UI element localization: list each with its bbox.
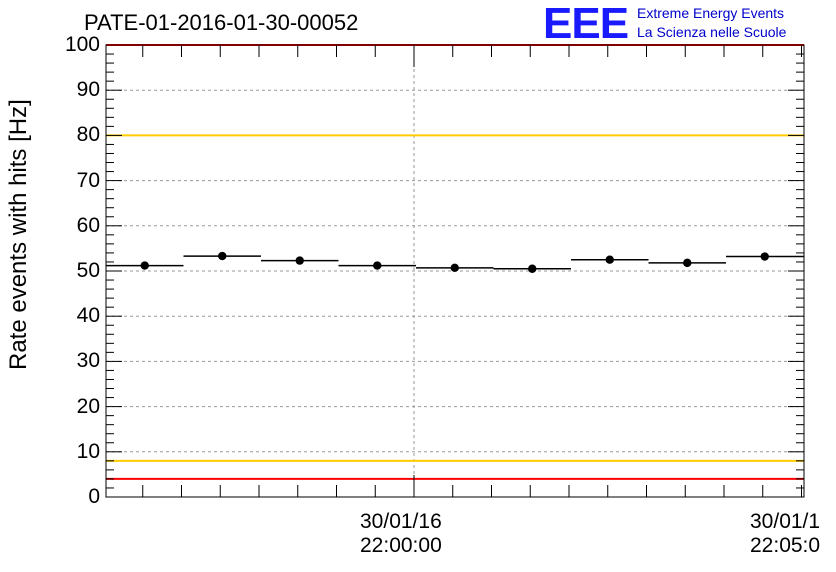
y-tick-label: 100 bbox=[64, 33, 100, 56]
x-tick-date: 30/01/1 bbox=[750, 510, 821, 533]
data-point bbox=[683, 258, 692, 268]
data-point bbox=[140, 261, 149, 270]
y-tick-label: 80 bbox=[76, 123, 100, 147]
x-tick-date: 30/01/16 bbox=[360, 510, 442, 533]
data-point bbox=[450, 263, 459, 273]
y-tick-label: 10 bbox=[76, 439, 100, 463]
logo-caption: Extreme Energy Events La Scienza nelle S… bbox=[637, 4, 786, 42]
y-tick-label: 70 bbox=[76, 168, 100, 192]
y-tick-label: 60 bbox=[76, 213, 100, 237]
data-point bbox=[605, 255, 614, 264]
x-tick-label: 30/01/16 22:00:00 bbox=[360, 510, 442, 558]
y-tick-label: 0 bbox=[88, 485, 100, 508]
data-point bbox=[373, 261, 382, 270]
y-tick-label: 40 bbox=[76, 304, 100, 328]
logo-line-2: La Scienza nelle Scuole bbox=[637, 24, 787, 40]
x-tick-time: 22:05:0 bbox=[750, 534, 821, 557]
y-tick-label: 90 bbox=[76, 78, 100, 102]
y-tick-label: 20 bbox=[76, 394, 100, 418]
y-tick-label: 50 bbox=[76, 259, 100, 282]
x-tick-label: 30/01/1 22:05:0 bbox=[750, 510, 820, 558]
data-point bbox=[295, 256, 304, 265]
logo-line-1: Extreme Energy Events bbox=[637, 5, 785, 21]
eee-logo: EEE bbox=[543, 0, 629, 48]
x-tick-time: 22:00:00 bbox=[360, 534, 442, 557]
data-point bbox=[528, 264, 537, 273]
data-point bbox=[218, 251, 227, 261]
y-tick-label: 30 bbox=[76, 349, 100, 373]
chart-title: PATE-01-2016-01-30-00052 bbox=[84, 10, 359, 35]
data-point bbox=[760, 252, 769, 261]
